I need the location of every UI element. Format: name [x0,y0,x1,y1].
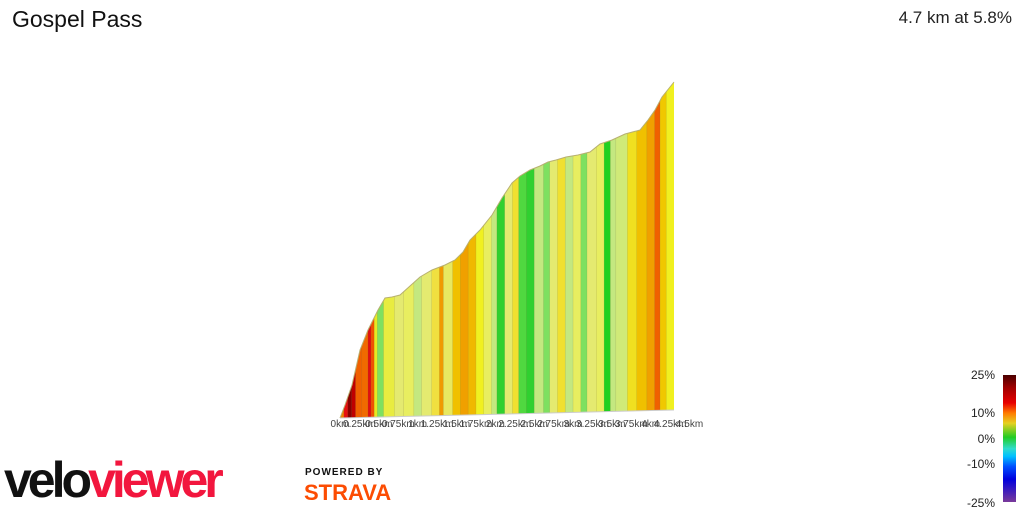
legend-label-10: 10% [970,406,995,420]
x-tick-label: 2.25km [498,419,532,430]
gradient-segment [573,82,582,418]
gradient-segment [543,82,551,418]
gradient-segment [468,82,477,418]
x-tick-label: 0km [330,419,350,430]
gradient-segment [443,82,453,418]
gradient-segment [596,82,605,418]
strava-logo[interactable]: STRAVA [304,480,392,505]
gradient-segment [483,82,492,418]
gradient-segment [496,82,505,418]
gradient-segment [475,82,484,418]
gradient-segment [518,82,527,418]
x-tick-label: 2km [485,419,505,430]
legend-label-25: 25% [970,368,995,382]
x-tick-label: 0.5km [365,419,393,430]
x-tick-label: 3.75km [614,419,648,430]
gradient-segment [421,82,432,418]
gradient-segment [666,82,674,418]
climb-summary: 4.7 km at 5.8% [898,8,1012,27]
gradient-segment [377,82,384,418]
x-tick-label: 2.75km [537,419,570,430]
gradient-segment [491,82,498,418]
x-axis [339,409,675,419]
x-tick-label: 1.25km [420,419,454,430]
legend-label-minus25: -25% [966,496,995,510]
legend-label-0: 0% [977,432,995,446]
gradient-segment [351,82,356,418]
gradient-segment [340,82,345,418]
page-title: Gospel Pass [12,6,143,32]
x-tick-label: 4.25km [653,419,687,430]
gradient-segment [580,82,588,418]
gradient-segment [526,82,535,418]
gradient-segment [512,82,519,418]
gradient-segment [452,82,461,418]
x-axis-labels: 0km 0.25km 0.5km 0.75km 1km 1.25km 1.5km 1.75km… [0,419,1024,433]
gradient-segment [355,82,363,418]
x-tick-label: 4.5km [675,419,704,430]
gradient-legend: 25% 10% 0% -10% -25% [960,368,1024,512]
x-tick-label: 3.25km [576,419,609,430]
x-tick-label: 1.75km [459,419,493,430]
gradient-segment [557,82,566,418]
gradient-segment [587,82,597,418]
gradient-segment [383,82,395,418]
x-tick-label: 3km [563,419,583,430]
gradient-segments [340,82,674,418]
gradient-segment [403,82,415,418]
x-tick-label: 1km [408,419,428,430]
gradient-segment [615,82,628,418]
gradient-segment [413,82,422,418]
x-tick-label: 1.5km [442,419,471,430]
gradient-segment [394,82,404,418]
gradient-segment [660,82,667,418]
x-tick-label: 4km [641,419,661,430]
gradient-segment [646,82,655,418]
legend-label-minus10: -10% [966,457,995,471]
gradient-segment [343,82,349,418]
powered-by-label: POWERED BY [305,467,384,478]
gradient-segment [347,82,352,418]
x-tick-label: 2.5km [520,419,548,430]
gradient-segment [636,82,648,418]
gradient-segment [549,82,558,418]
color-scale-bar [1003,375,1016,502]
veloviewer-logo[interactable]: veloviewer [4,452,224,508]
x-tick-label: 0.25km [343,419,376,430]
gradient-segment [610,82,617,418]
gradient-segment [361,82,369,418]
profile-outline [339,81,675,419]
x-tick-label: 0.75km [381,419,415,430]
gradient-segment [534,82,544,418]
gradient-segment [504,82,513,418]
gradient-segment [565,82,574,418]
gradient-segment [654,82,661,418]
gradient-segment [431,82,440,418]
gradient-segment [627,82,638,418]
gradient-segment [604,82,611,418]
gradient-segment [439,82,444,418]
x-tick-label: 3.5km [598,419,626,430]
